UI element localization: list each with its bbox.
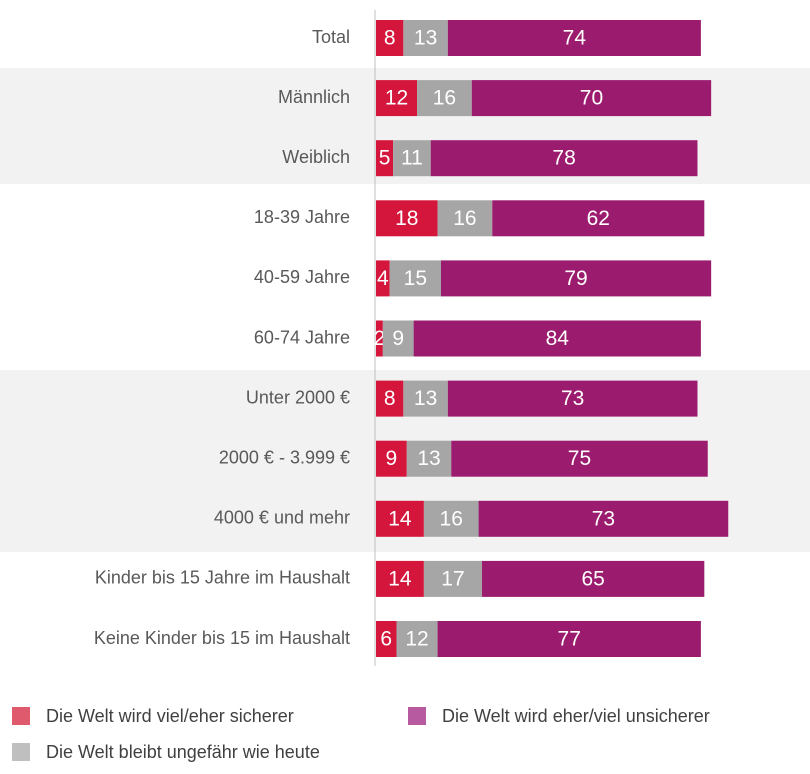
value-label: 6	[380, 628, 392, 651]
legend-label: Die Welt wird eher/viel unsicherer	[442, 706, 710, 726]
bar-segment	[478, 500, 729, 537]
value-label: 13	[414, 387, 437, 410]
bar-segment	[403, 20, 448, 56]
value-label: 13	[414, 27, 437, 50]
value-label: 9	[386, 447, 398, 470]
category-label: 40-59 Jahre	[254, 267, 350, 287]
value-label: 75	[568, 447, 591, 470]
legend-label: Die Welt wird viel/eher sicherer	[46, 706, 294, 726]
bar-segment	[376, 560, 424, 597]
value-label: 17	[441, 567, 464, 590]
category-label: Keine Kinder bis 15 im Haushalt	[94, 628, 350, 648]
bar-segment	[447, 20, 701, 56]
value-label: 74	[563, 27, 587, 50]
bar-segment	[389, 260, 441, 297]
bar-segment	[417, 80, 472, 117]
legend-swatch	[408, 707, 426, 725]
value-label: 16	[440, 507, 463, 530]
bar-segment	[437, 621, 701, 657]
bar-segment	[482, 560, 705, 597]
bar-segment	[376, 20, 404, 56]
value-label: 13	[417, 447, 440, 470]
legend-swatch	[12, 707, 30, 725]
value-label: 14	[388, 567, 412, 590]
value-label: 14	[388, 507, 412, 530]
legend-label: Die Welt bleibt ungefähr wie heute	[46, 742, 320, 762]
category-label: Männlich	[278, 87, 350, 107]
bar-segment	[403, 380, 448, 417]
category-label: Total	[312, 27, 350, 47]
value-label: 18	[395, 207, 418, 230]
bar-segment	[406, 440, 452, 477]
bar-segment	[423, 560, 483, 597]
bar-segment	[376, 500, 424, 537]
bar-segment	[447, 380, 698, 417]
bar-segment	[376, 140, 394, 177]
value-label: 8	[384, 387, 396, 410]
category-label: Unter 2000 €	[246, 387, 350, 407]
bar-segment	[393, 140, 431, 177]
category-label: 4000 € und mehr	[214, 508, 350, 528]
bar-segment	[423, 500, 479, 537]
category-label: Kinder bis 15 Jahre im Haushalt	[95, 568, 350, 588]
bar-segment	[376, 80, 418, 117]
bar-segment	[451, 440, 708, 477]
bar-segment	[376, 380, 404, 417]
value-label: 15	[404, 267, 427, 290]
value-label: 84	[546, 327, 570, 350]
category-label: 2000 € - 3.999 €	[219, 447, 350, 467]
value-label: 12	[405, 628, 428, 651]
value-label: 2	[374, 327, 386, 350]
bar-segment	[471, 80, 712, 117]
bar-segment	[430, 140, 698, 177]
bar-segment	[376, 621, 397, 657]
bar-segment	[382, 320, 414, 357]
value-label: 70	[580, 87, 603, 110]
value-label: 79	[564, 267, 587, 290]
value-label: 11	[401, 147, 423, 170]
value-label: 77	[558, 628, 581, 651]
bar-segment	[376, 260, 390, 297]
value-label: 4	[377, 267, 389, 290]
value-label: 16	[433, 87, 456, 110]
value-label: 65	[581, 567, 604, 590]
value-label: 12	[385, 87, 408, 110]
bar-segment	[376, 320, 383, 357]
category-label: 60-74 Jahre	[254, 327, 350, 347]
value-label: 73	[592, 507, 615, 530]
bar-segment	[413, 320, 701, 357]
bar-segment	[376, 200, 438, 237]
value-label: 73	[561, 387, 584, 410]
value-label: 8	[384, 27, 396, 50]
bar-segment	[492, 200, 705, 237]
bar-segment	[437, 200, 493, 237]
bar-segment	[396, 621, 438, 657]
category-label: Weiblich	[282, 147, 350, 167]
bar-segment	[440, 260, 712, 297]
legend-swatch	[12, 743, 30, 761]
value-label: 9	[392, 327, 404, 350]
value-label: 62	[587, 207, 610, 230]
bar-segment	[376, 440, 407, 477]
value-label: 16	[453, 207, 476, 230]
category-label: 18-39 Jahre	[254, 207, 350, 227]
value-label: 5	[379, 147, 391, 170]
value-label: 78	[552, 147, 575, 170]
